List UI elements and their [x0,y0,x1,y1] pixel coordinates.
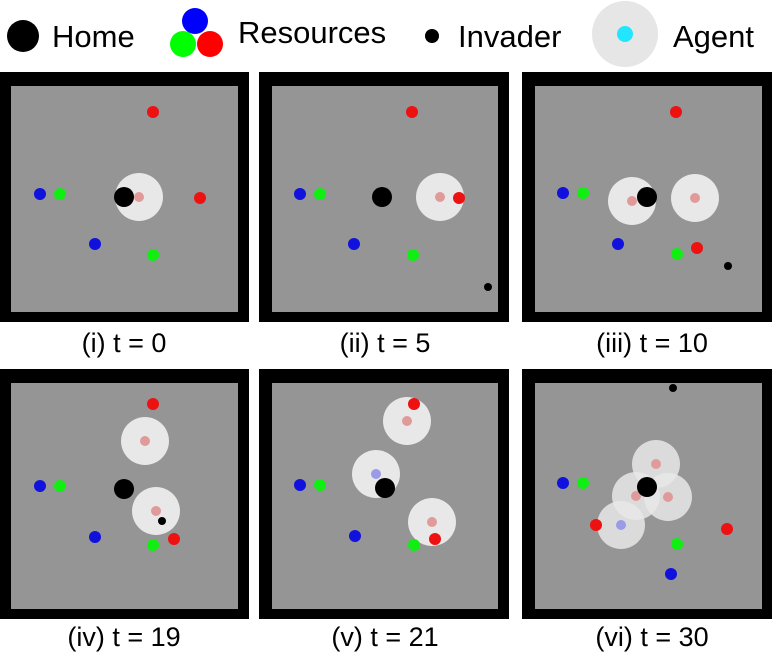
resource-blue [557,477,569,489]
home [114,479,134,499]
resource-blue [294,188,306,200]
resource-red [670,106,682,118]
legend: Home Resources Invader Agent [7,1,754,67]
agent [663,492,673,502]
resource-blue [557,187,569,199]
home [375,478,395,498]
resource-blue [34,188,46,200]
panel-caption: (iv) t = 19 [67,622,180,652]
invader [669,384,677,392]
resource-red [721,523,733,535]
panel-5: (v) t = 21 [259,369,509,652]
resources-icon [170,8,223,57]
home [372,187,392,207]
panel-2: (ii) t = 5 [259,72,509,358]
panel-caption: (ii) t = 5 [340,328,431,358]
agent [371,469,381,479]
panel-caption: (v) t = 21 [331,622,438,652]
resource-blue [89,238,101,250]
resource-green [577,477,589,489]
resource-red [453,192,465,204]
invader [158,517,166,525]
legend-label-home: Home [52,19,135,54]
resource-green [147,249,159,261]
invader [484,283,492,291]
resource-green [577,187,589,199]
agent [134,192,144,202]
panel-1: (i) t = 0 [0,72,249,358]
resource-red [590,519,602,531]
agent [690,193,700,203]
agent [631,491,641,501]
agent [140,436,150,446]
resource-blue [665,568,677,580]
resource-green [671,248,683,260]
legend-label-invader: Invader [458,19,561,54]
agent-icon [592,1,658,67]
home [637,477,657,497]
legend-label-agent: Agent [673,19,754,54]
resource-green [147,539,159,551]
panel-3: (iii) t = 10 [522,72,772,358]
resource-red [691,242,703,254]
resource-red [194,192,206,204]
resource-blue [294,479,306,491]
panel-6: (vi) t = 30 [522,369,772,652]
invader [724,262,732,270]
home [114,187,134,207]
agent [151,506,161,516]
panel-caption: (vi) t = 30 [595,622,708,652]
resource-green [54,188,66,200]
resource-red [406,106,418,118]
resource-red [147,398,159,410]
agent [427,517,437,527]
resource-green [407,249,419,261]
resource-blue [349,530,361,542]
panel-4: (iv) t = 19 [0,369,249,652]
resource-red [429,533,441,545]
resource-green [314,479,326,491]
agent [435,192,445,202]
invader-icon [425,29,439,43]
agent [651,459,661,469]
resource-blue [89,531,101,543]
panel-caption: (iii) t = 10 [596,328,708,358]
agent [616,520,626,530]
resource-green [671,538,683,550]
agent [627,196,637,206]
legend-label-resources: Resources [238,15,386,50]
resource-red [147,106,159,118]
home-icon [7,20,39,52]
resource-blue [612,238,624,250]
resource-green [54,480,66,492]
resource-red [408,398,420,410]
resource-blue [348,238,360,250]
resource-green [314,188,326,200]
resource-green [408,539,420,551]
home [637,187,657,207]
resource-blue [34,480,46,492]
resource-red [168,533,180,545]
panel-caption: (i) t = 0 [82,328,167,358]
agent [402,416,412,426]
